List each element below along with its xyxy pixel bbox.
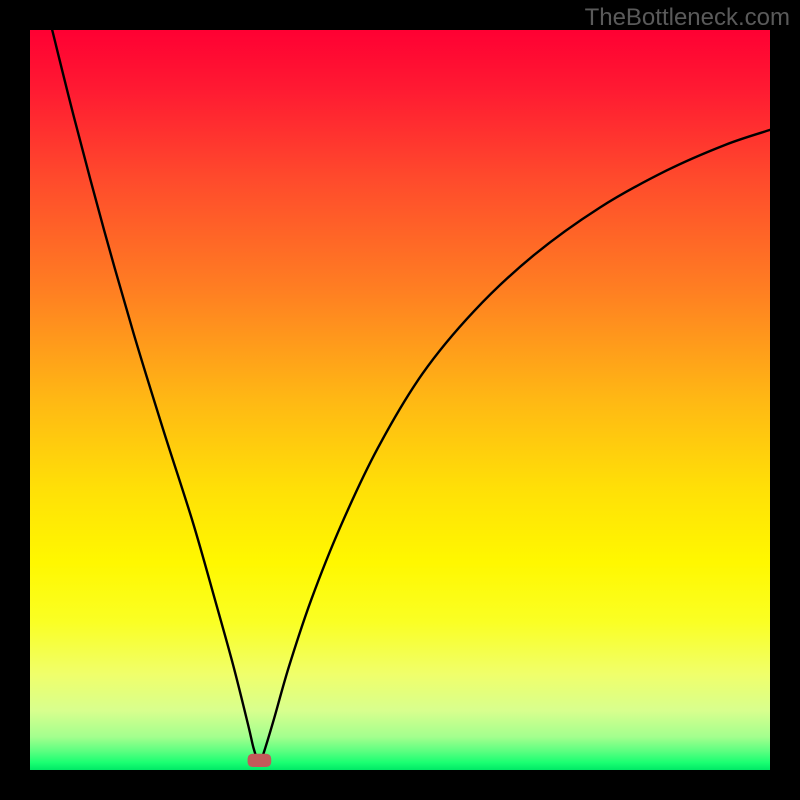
bottleneck-curve — [30, 30, 770, 770]
curve-path — [52, 30, 770, 762]
chart-frame: TheBottleneck.com — [0, 0, 800, 800]
watermark-text: TheBottleneck.com — [585, 4, 790, 32]
vertex-marker — [248, 754, 272, 767]
plot-area — [30, 30, 770, 770]
